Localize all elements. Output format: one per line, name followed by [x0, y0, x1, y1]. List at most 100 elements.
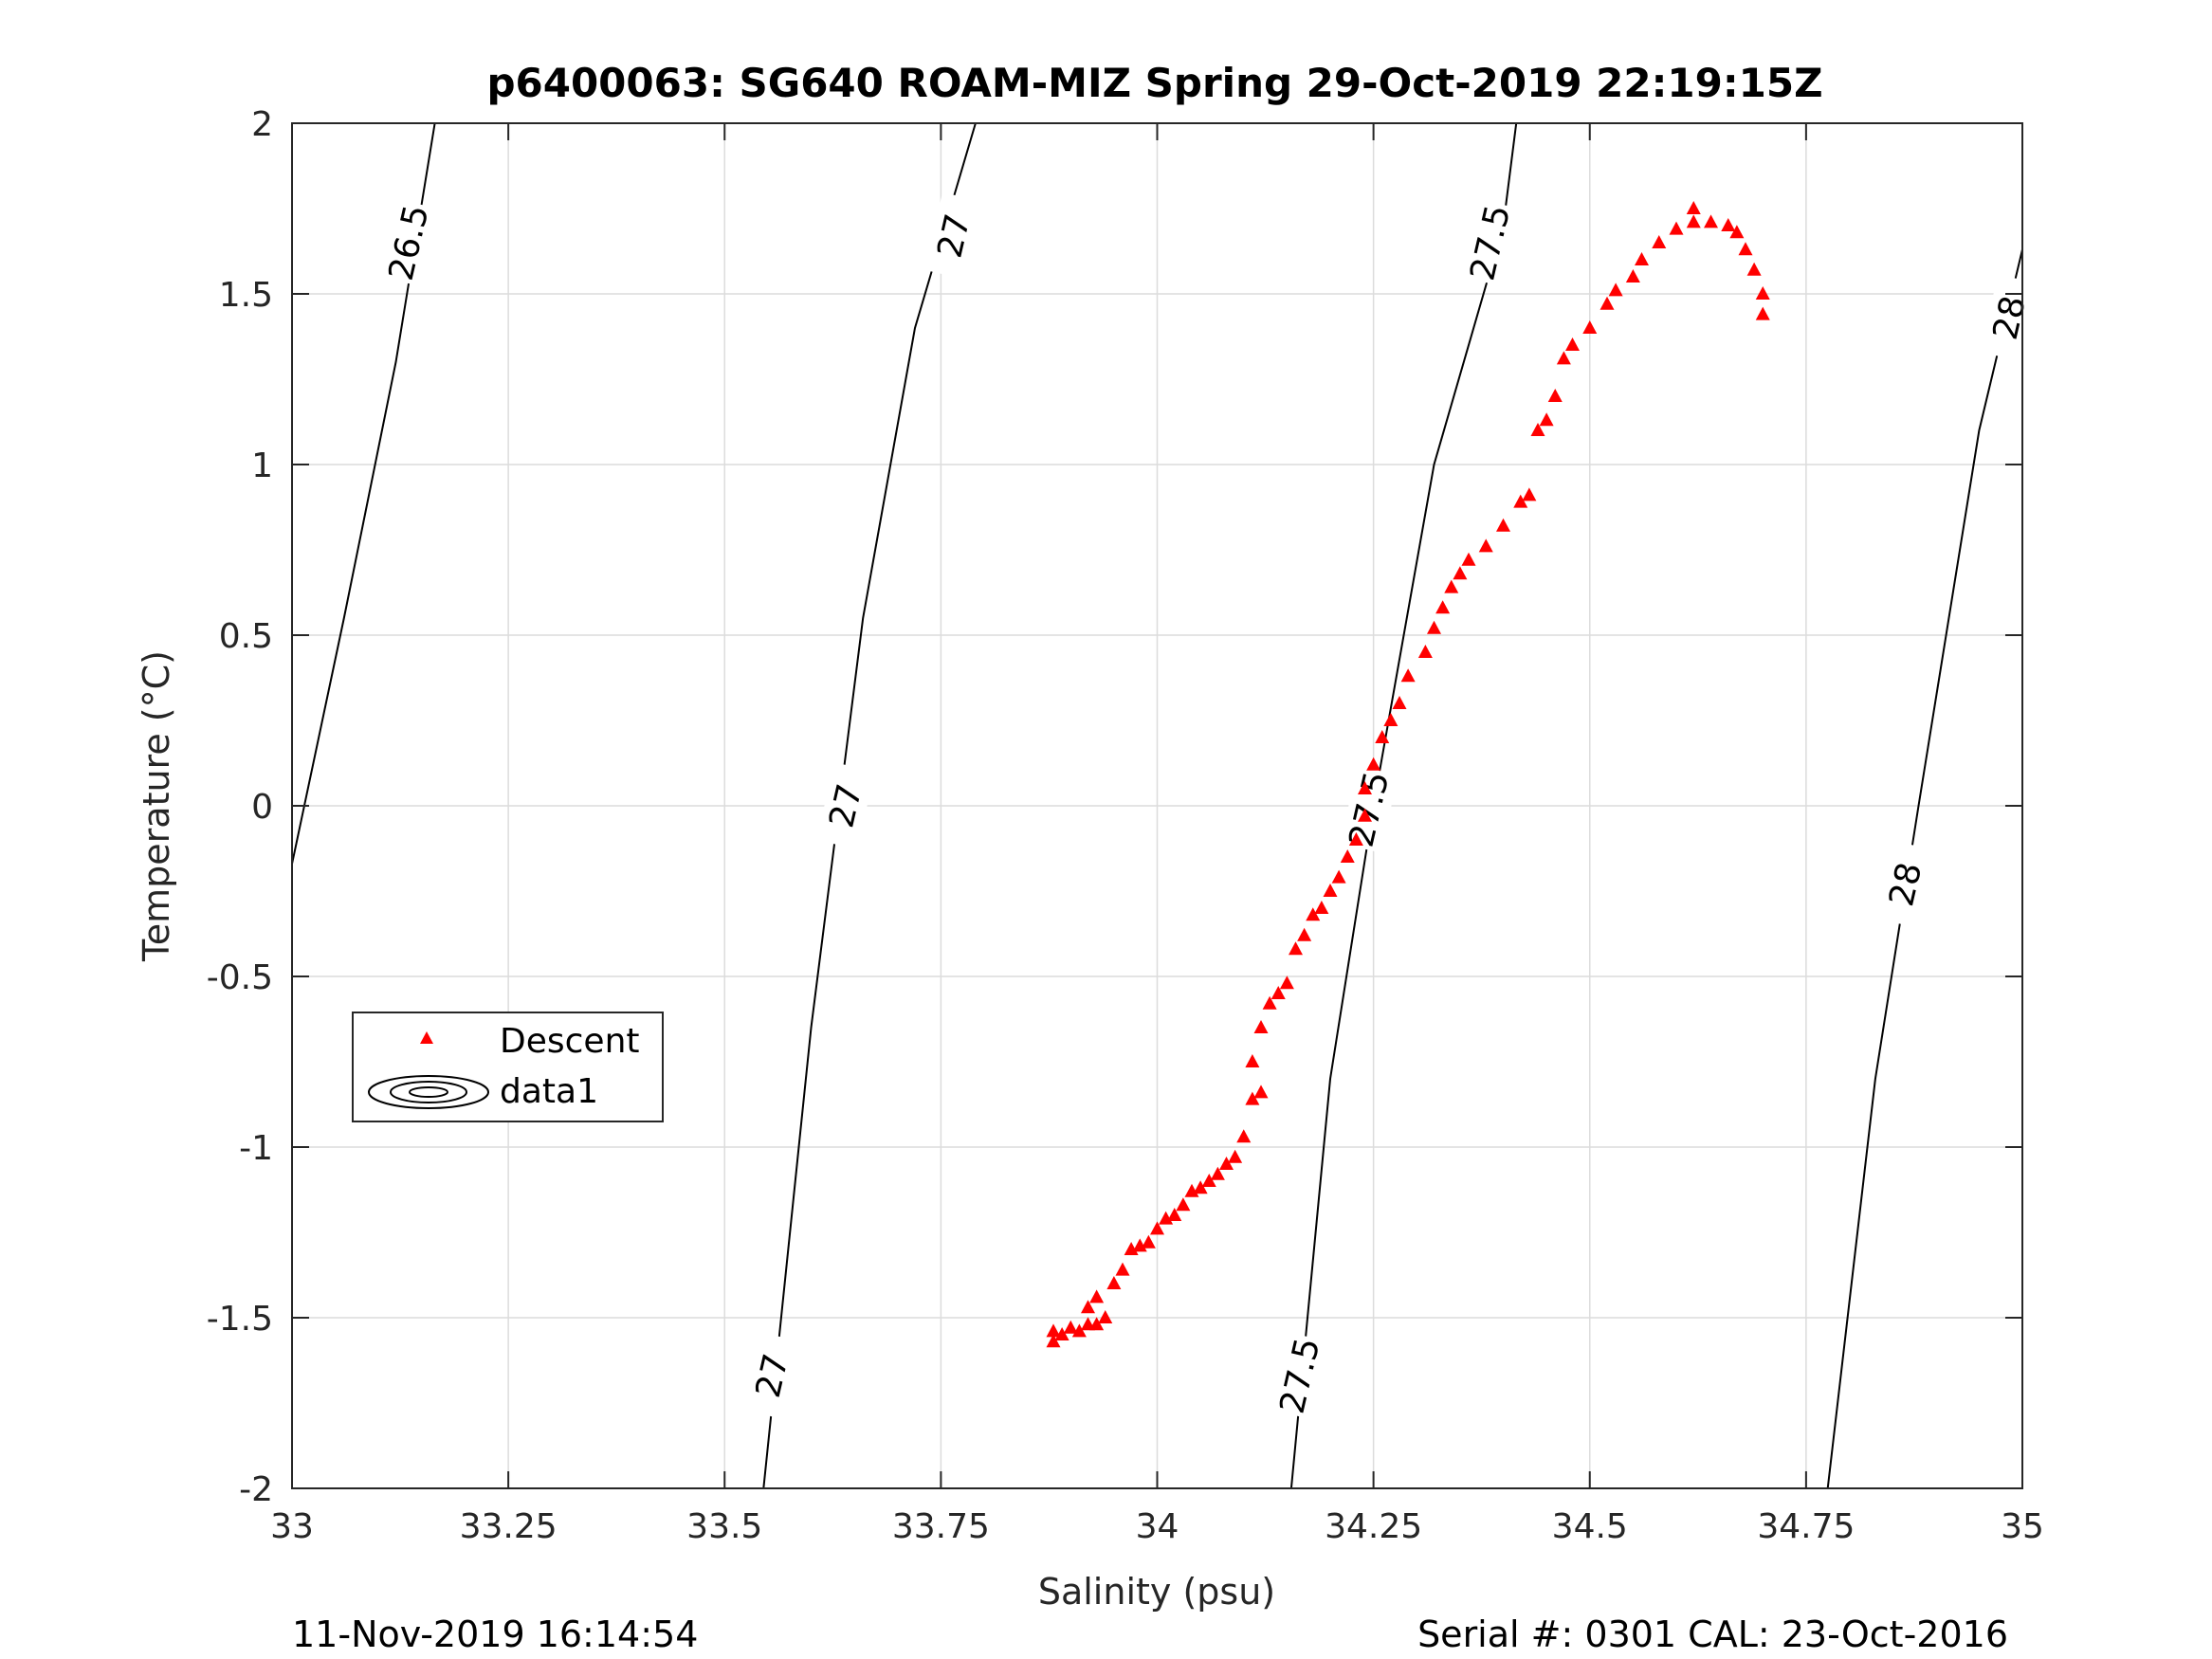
descent-point	[1366, 757, 1381, 771]
descent-point	[1271, 986, 1286, 999]
descent-point	[1089, 1317, 1105, 1331]
descent-point	[1358, 781, 1372, 794]
footer-serial-cal: Serial #: 0301 CAL: 23-Oct-2016	[1417, 1613, 2008, 1655]
contour-label-gap	[1340, 765, 1398, 853]
descent-point	[1522, 487, 1537, 501]
descent-point	[1289, 941, 1303, 956]
descent-point	[1089, 1289, 1105, 1304]
descent-point	[1141, 1234, 1156, 1249]
descent-point	[1383, 713, 1398, 726]
y-tick-label: 1	[251, 447, 273, 485]
descent-point	[1167, 1208, 1182, 1221]
descent-point	[1746, 262, 1762, 276]
descent-point	[1686, 214, 1701, 228]
descent-point	[1669, 221, 1684, 235]
descent-point	[1323, 884, 1338, 897]
descent-point	[1608, 283, 1623, 297]
contour-label: 28	[1986, 292, 2034, 343]
descent-point	[1297, 927, 1312, 941]
x-tick-label: 34.75	[1757, 1507, 1855, 1546]
descent-point	[1461, 552, 1476, 566]
descent-point	[1071, 1323, 1087, 1338]
x-tick-label: 33	[270, 1507, 314, 1546]
legend-descent-marker	[420, 1031, 433, 1044]
descent-point	[1054, 1327, 1069, 1340]
descent-point	[1392, 696, 1407, 709]
descent-point	[1331, 869, 1346, 884]
descent-point	[1427, 620, 1441, 634]
x-axis-label: Salinity (psu)	[1038, 1571, 1275, 1613]
descent-point	[1721, 218, 1736, 231]
legend-data1-label: data1	[500, 1072, 598, 1111]
contour-label-gap	[816, 762, 875, 849]
y-axis-label: Temperature (°C)	[136, 650, 177, 962]
descent-point	[1652, 235, 1667, 248]
chart-title: p6400063: SG640 ROAM-MIZ Spring 29-Oct-2…	[486, 60, 1822, 106]
descent-point	[1582, 320, 1598, 334]
x-tick-label: 34.5	[1552, 1507, 1628, 1546]
descent-point	[1635, 252, 1649, 265]
descent-point	[1565, 337, 1580, 351]
descent-point	[1132, 1238, 1147, 1252]
descent-point	[1556, 351, 1571, 365]
descent-point	[1375, 730, 1390, 743]
descent-point	[1444, 579, 1459, 593]
contour-label: 27	[749, 1350, 796, 1401]
descent-point	[1530, 423, 1545, 436]
descent-point	[1124, 1242, 1139, 1255]
descent-point	[1496, 518, 1510, 532]
descent-point	[1262, 995, 1277, 1010]
y-tick-label: -1.5	[207, 1300, 273, 1339]
contour-label-gap	[1875, 840, 1935, 928]
y-tick-label: -2	[239, 1470, 273, 1509]
descent-point	[1253, 1020, 1269, 1033]
y-tick-label: -0.5	[207, 958, 273, 997]
descent-point	[1046, 1334, 1061, 1348]
descent-point	[1625, 269, 1640, 283]
descent-point	[1098, 1310, 1113, 1323]
descent-point	[1417, 645, 1433, 658]
y-tick-label: 1.5	[219, 276, 273, 315]
descent-point	[1435, 600, 1451, 614]
y-tick-label: 0	[251, 788, 273, 827]
contour-label: 27	[930, 210, 978, 262]
descent-point	[1478, 538, 1493, 553]
descent-point	[1686, 201, 1701, 214]
descent-point	[1193, 1180, 1208, 1194]
descent-point	[1400, 668, 1416, 683]
descent-point	[1245, 1091, 1260, 1105]
descent-point	[1063, 1320, 1078, 1334]
descent-point	[1453, 566, 1468, 580]
grid-lines	[292, 123, 2022, 1488]
descent-point	[1704, 214, 1718, 228]
x-tick-label: 33.25	[460, 1507, 558, 1546]
descent-point	[1115, 1262, 1130, 1276]
contour-label-gap	[924, 191, 983, 280]
descent-point	[1245, 1054, 1260, 1067]
contour-label-gap	[742, 1332, 802, 1420]
descent-point	[1106, 1276, 1122, 1289]
descent-point	[1228, 1149, 1243, 1163]
descent-point	[1340, 849, 1355, 863]
descent-point	[1201, 1174, 1216, 1187]
legend: Descent data1	[352, 1012, 664, 1122]
legend-box	[352, 1012, 664, 1122]
descent-point	[1314, 901, 1329, 914]
legend-descent-label: Descent	[500, 1022, 640, 1061]
descent-point	[1046, 1323, 1061, 1338]
y-tick-label: 2	[251, 105, 273, 144]
descent-point	[1755, 286, 1770, 300]
contour-label-gap	[1460, 199, 1520, 286]
x-tick-label: 33.75	[892, 1507, 990, 1546]
axis-ticks: 33 33.25 33.5 33.75 34 34.25 34.5 34.75 35 -2 -1.5…	[207, 105, 2044, 1546]
contour-label-gap	[1980, 274, 2039, 362]
descent-point	[1539, 412, 1554, 427]
x-tick-label: 34.25	[1325, 1507, 1422, 1546]
descent-point	[1159, 1211, 1174, 1225]
legend-contour-icon	[368, 1075, 489, 1109]
contour-label: 28	[1882, 859, 1929, 910]
contour-label-gap	[379, 199, 439, 286]
descent-point	[1236, 1129, 1252, 1143]
descent-point	[1306, 907, 1321, 921]
